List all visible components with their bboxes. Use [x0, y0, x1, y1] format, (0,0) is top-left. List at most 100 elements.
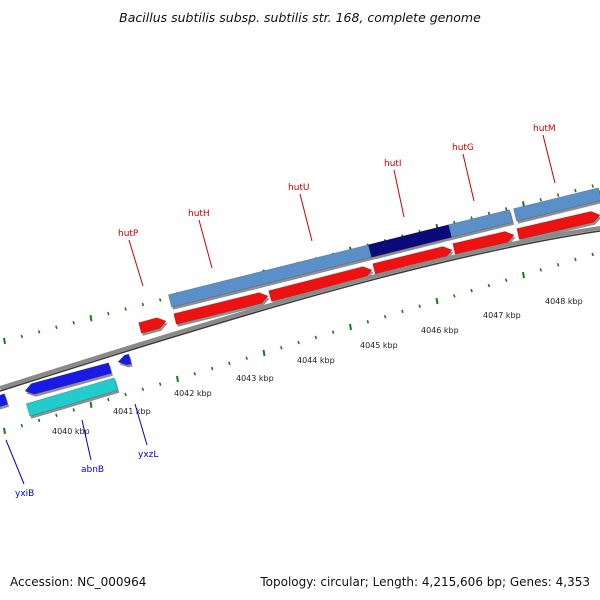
inner-major-tick [349, 323, 352, 331]
gene-label-yxzL[interactable]: yxzL [138, 450, 158, 460]
scale-label: 4048 kbp [545, 297, 583, 306]
inner-minor-tick [574, 257, 577, 262]
leader-hutI [393, 169, 405, 218]
inner-major-tick [522, 271, 525, 279]
accession-label: Accession: NC_000964 [10, 575, 147, 589]
inner-minor-tick [418, 304, 421, 308]
inner-major-tick [176, 375, 179, 383]
inner-minor-tick [331, 330, 335, 334]
leader-hutU [299, 193, 313, 242]
gene-feature-hutM[interactable] [516, 211, 600, 240]
inner-major-tick [262, 349, 266, 357]
outer-minor-tick [141, 302, 145, 307]
inner-minor-tick [210, 366, 214, 371]
inner-minor-tick [591, 252, 594, 257]
outer-minor-tick [539, 197, 543, 202]
inner-minor-tick [245, 356, 248, 360]
leader-abnB [81, 419, 92, 461]
scale-label: 4040 kbp [52, 427, 90, 436]
gene-label-abnB[interactable]: abnB [81, 465, 104, 475]
scale-labels: 4040 kbp 4041 kbp 4042 kbp 4043 kbp 4044 kbp… [52, 297, 583, 436]
outer-minor-tick [591, 184, 594, 188]
inner-minor-tick [453, 294, 456, 298]
scale-label: 4041 kbp [113, 407, 151, 416]
leader-yxzL [134, 403, 148, 446]
inner-minor-tick [141, 387, 145, 392]
inner-minor-tick [107, 397, 110, 402]
inner-minor-tick [72, 408, 75, 412]
gene-feature-yxzL[interactable] [117, 353, 132, 366]
outer-minor-tick [107, 311, 110, 316]
inner-minor-tick [314, 335, 318, 340]
gene-label-hutM[interactable]: hutM [533, 124, 556, 134]
cds-feature-hutG[interactable] [448, 209, 513, 238]
scale-label: 4046 kbp [421, 326, 459, 335]
outer-minor-tick [72, 320, 75, 325]
gene-label-hutG[interactable]: hutG [452, 143, 474, 153]
outer-minor-tick [55, 325, 58, 330]
gene-label-yxiB[interactable]: yxiB [15, 489, 34, 499]
gene-label-hutI[interactable]: hutI [384, 159, 402, 169]
outer-minor-tick [158, 298, 162, 302]
inner-minor-tick [297, 340, 300, 345]
inner-minor-tick [158, 382, 162, 386]
inner-minor-tick [280, 346, 283, 350]
gene-labels: hutP hutH hutU hutI hutG hutM yxiB abnB yxzL [15, 124, 556, 499]
inner-tick-ring [3, 252, 594, 434]
gene-feature-yxiB[interactable] [0, 393, 8, 409]
gene-features [0, 187, 600, 417]
genome-title: Bacillus subtilis subsp. subtilis str. 1… [119, 10, 481, 25]
inner-minor-tick [366, 320, 370, 324]
outer-minor-tick [20, 334, 24, 339]
inner-minor-tick [228, 361, 231, 366]
outer-major-tick [3, 337, 6, 345]
inner-minor-tick [470, 288, 473, 293]
inner-minor-tick [55, 413, 58, 417]
gene-feature-hutU[interactable] [268, 266, 373, 302]
gene-feature-abnB[interactable] [24, 362, 112, 395]
gene-feature-hutI[interactable] [372, 246, 453, 275]
scale-label: 4042 kbp [174, 389, 212, 398]
genome-backbone-shadow [0, 230, 600, 392]
inner-major-tick [89, 401, 93, 409]
leader-hutM [542, 134, 556, 184]
inner-minor-tick [539, 268, 543, 272]
inner-minor-tick [556, 262, 560, 267]
outer-minor-tick [37, 330, 41, 334]
gene-feature-hutH[interactable] [173, 292, 269, 325]
inner-major-tick [3, 427, 6, 434]
outer-minor-tick [556, 193, 560, 197]
outer-major-tick [89, 315, 93, 322]
inner-minor-tick [193, 371, 197, 376]
gene-label-hutU[interactable]: hutU [288, 183, 310, 193]
outer-minor-tick [124, 307, 127, 311]
gene-label-hutP[interactable]: hutP [118, 229, 139, 239]
leader-yxiB [5, 439, 25, 485]
inner-minor-tick [401, 309, 404, 314]
outer-minor-tick [574, 188, 577, 193]
outer-minor-tick [504, 207, 508, 211]
inner-minor-tick [20, 423, 24, 428]
feature-shadows [0, 190, 600, 419]
gene-feature-hutG[interactable] [452, 231, 515, 255]
cds-feature-abnB[interactable] [25, 377, 119, 417]
scale-label: 4047 kbp [483, 311, 521, 320]
inner-minor-tick [504, 278, 508, 283]
inner-minor-tick [383, 314, 387, 319]
inner-minor-tick [37, 418, 41, 423]
inner-minor-tick [487, 283, 491, 288]
leader-hutG [462, 153, 475, 202]
scale-label: 4045 kbp [360, 341, 398, 350]
genome-backbone [0, 226, 600, 390]
scale-label: 4043 kbp [236, 374, 274, 383]
cds-feature-hutM[interactable] [513, 187, 600, 222]
inner-minor-tick [124, 392, 127, 397]
gene-label-hutH[interactable]: hutH [188, 209, 210, 219]
gene-feature-hutP[interactable] [138, 317, 167, 334]
label-leaders [5, 134, 556, 485]
leader-hutH [198, 219, 213, 269]
genome-summary-label: Topology: circular; Length: 4,215,606 bp… [260, 575, 590, 589]
scale-label: 4044 kbp [297, 356, 335, 365]
